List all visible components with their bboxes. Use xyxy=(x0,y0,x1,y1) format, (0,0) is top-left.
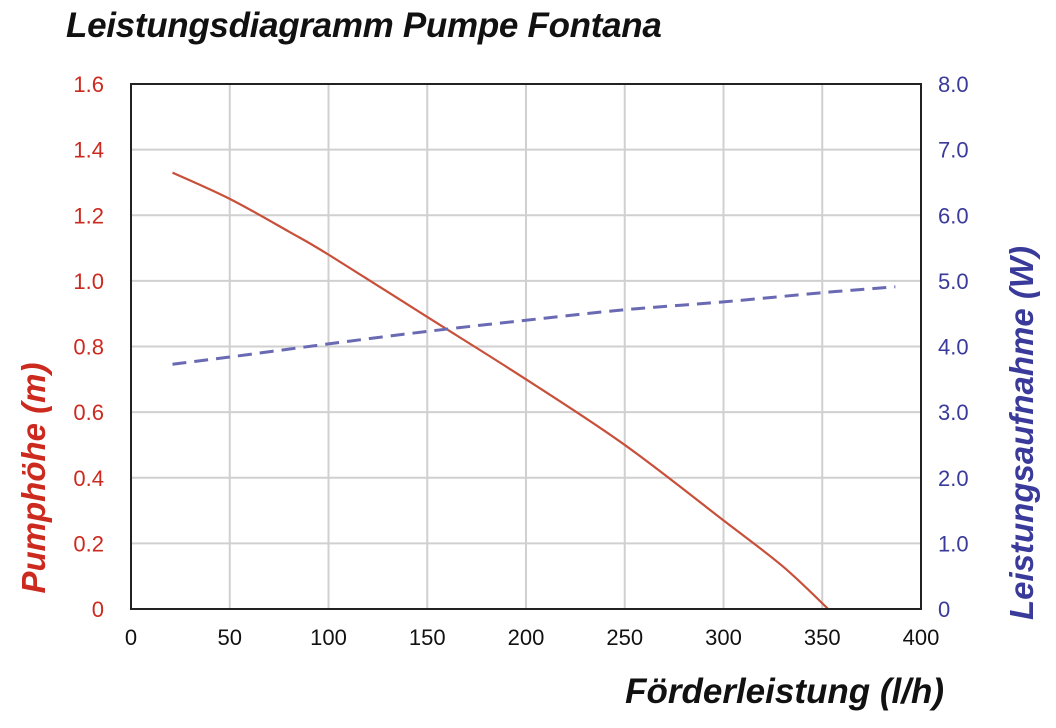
y-left-tick-label: 0 xyxy=(92,597,104,622)
y-axis-right-ticks: 0 1.0 2.0 3.0 4.0 5.0 6.0 7.0 8.0 xyxy=(938,72,969,622)
y-left-tick-label: 1.0 xyxy=(73,269,104,294)
power-consumption-line xyxy=(172,285,896,366)
y-right-tick-label: 5.0 xyxy=(938,269,969,294)
x-axis-label: Förderleistung (l/h) xyxy=(625,672,944,711)
x-tick-label: 100 xyxy=(310,625,347,650)
x-tick-label: 200 xyxy=(508,625,545,650)
x-tick-label: 0 xyxy=(125,625,137,650)
y-right-tick-label: 0 xyxy=(938,597,950,622)
y-left-tick-label: 1.4 xyxy=(73,138,104,163)
pump-head-line xyxy=(172,171,829,610)
y-right-tick-label: 1.0 xyxy=(938,531,969,556)
y-right-tick-label: 4.0 xyxy=(938,335,969,360)
y-right-tick-label: 8.0 xyxy=(938,72,969,97)
x-tick-label: 300 xyxy=(705,625,742,650)
y-left-tick-label: 1.6 xyxy=(73,72,104,97)
y-left-tick-label: 0.8 xyxy=(73,335,104,360)
x-tick-label: 150 xyxy=(409,625,446,650)
y-left-tick-label: 0.2 xyxy=(73,531,104,556)
chart-title: Leistungsdiagramm Pumpe Fontana xyxy=(66,6,662,45)
x-tick-label: 400 xyxy=(903,625,940,650)
x-axis-ticks: 0 50 100 150 200 250 300 350 400 xyxy=(125,625,939,650)
plot-frame xyxy=(130,83,922,610)
gridlines xyxy=(131,84,921,609)
y-left-tick-label: 0.6 xyxy=(73,400,104,425)
y-right-tick-label: 7.0 xyxy=(938,138,969,163)
y-right-tick-label: 3.0 xyxy=(938,400,969,425)
y-right-tick-label: 6.0 xyxy=(938,203,969,228)
y-left-tick-label: 1.2 xyxy=(73,203,104,228)
x-tick-label: 50 xyxy=(218,625,242,650)
data-series xyxy=(172,171,896,610)
y-right-tick-label: 2.0 xyxy=(938,466,969,491)
y-left-tick-label: 0.4 xyxy=(73,466,104,491)
x-tick-label: 350 xyxy=(804,625,841,650)
x-tick-label: 250 xyxy=(606,625,643,650)
y-axis-left-ticks: 0 0.2 0.4 0.6 0.8 1.0 1.2 1.4 1.6 xyxy=(73,72,104,622)
